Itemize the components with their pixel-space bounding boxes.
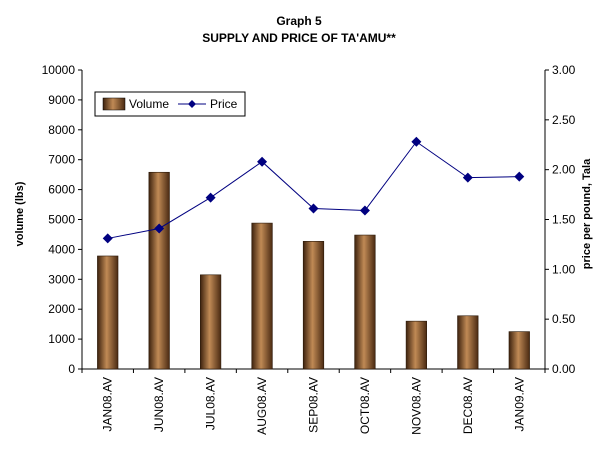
y-axis-label: volume (lbs): [14, 181, 26, 246]
price-point: [359, 205, 370, 216]
volume-bar: [457, 315, 479, 370]
volume-bar: [97, 255, 119, 370]
price-point: [462, 172, 473, 183]
x-tick-label: DEC08.AV: [461, 377, 475, 434]
price-point: [154, 223, 165, 234]
y2-tick-label: 2.50: [552, 113, 576, 127]
x-tick-label: NOV08.AV: [409, 377, 423, 435]
volume-bar: [354, 234, 376, 370]
y-tick-label: 6000: [48, 183, 75, 197]
y2-tick-label: 0.50: [552, 312, 576, 326]
y-tick-label: 7000: [48, 153, 75, 167]
volume-bar: [200, 274, 222, 370]
y2-axis-label: price per pound, Tala: [581, 158, 593, 269]
legend-volume-label: Volume: [129, 97, 169, 111]
price-point: [205, 192, 216, 203]
x-tick-label: JUN08.AV: [152, 377, 166, 432]
y-tick-label: 4000: [48, 242, 75, 256]
y-tick-label: 3000: [48, 272, 75, 286]
price-point: [257, 156, 268, 167]
y2-tick-label: 0.00: [552, 362, 576, 376]
y-tick-label: 2000: [48, 302, 75, 316]
y-tick-label: 5000: [48, 213, 75, 227]
legend-price-marker: [188, 100, 196, 108]
volume-bar: [251, 222, 273, 370]
price-point: [514, 171, 525, 182]
legend-volume-swatch: [102, 97, 126, 111]
legend-price-label: Price: [210, 97, 238, 111]
y-tick-label: 10000: [42, 63, 76, 77]
y2-tick-label: 2.00: [552, 163, 576, 177]
chart-subtitle: SUPPLY AND PRICE OF TA'AMU**: [202, 31, 396, 45]
y2-tick-label: 1.50: [552, 213, 576, 227]
volume-bar: [508, 331, 530, 370]
x-tick-label: JUL08.AV: [204, 377, 218, 430]
volume-bar: [302, 241, 325, 370]
price-point: [411, 136, 422, 147]
y-tick-label: 0: [68, 362, 75, 376]
price-point: [308, 203, 319, 214]
y2-tick-label: 3.00: [552, 63, 576, 77]
chart-title: Graph 5: [276, 14, 322, 28]
x-tick-label: JAN08.AV: [101, 377, 115, 431]
x-tick-label: AUG08.AV: [255, 377, 269, 435]
volume-bar: [148, 171, 170, 370]
y2-tick-label: 1.00: [552, 262, 576, 276]
legend: Volume Price: [94, 91, 246, 117]
y-tick-label: 1000: [48, 332, 75, 346]
y-tick-label: 8000: [48, 123, 75, 137]
x-tick-label: SEP08.AV: [307, 377, 321, 433]
x-tick-label: JAN09.AV: [512, 377, 526, 431]
price-point: [102, 233, 113, 244]
volume-bar: [405, 320, 427, 370]
y-tick-label: 9000: [48, 93, 75, 107]
x-tick-label: OCT08.AV: [358, 377, 372, 434]
